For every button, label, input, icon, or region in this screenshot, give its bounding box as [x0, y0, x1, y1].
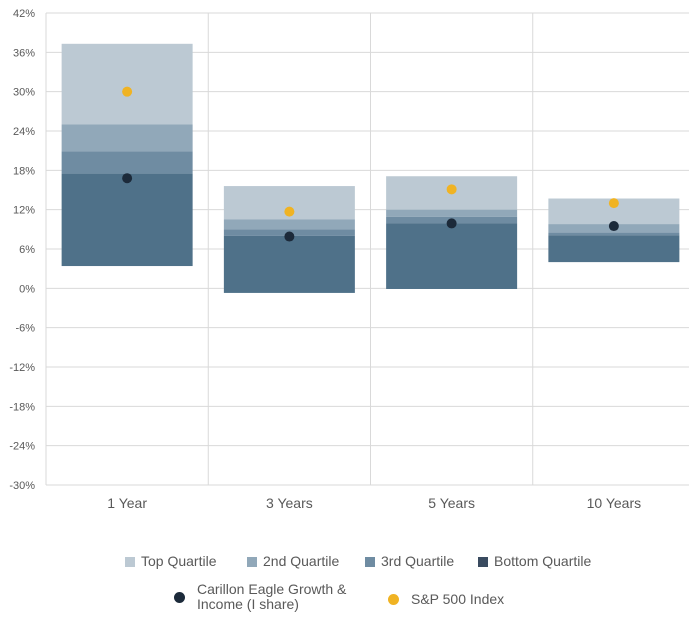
- legend-item-bottom-quartile: Bottom Quartile: [478, 554, 591, 569]
- quartile-band-1: [223, 219, 355, 230]
- index-marker: [122, 86, 133, 97]
- y-tick-label: 36%: [13, 47, 35, 59]
- legend-swatch-3rd-quartile: [365, 556, 375, 567]
- legend-label-3rd-quartile: 3rd Quartile: [381, 553, 455, 569]
- fund-marker: [608, 221, 619, 232]
- quartile-band-3: [61, 173, 193, 267]
- quartile-band-2: [61, 151, 193, 174]
- legend-item-2nd-quartile: 2nd Quartile: [247, 554, 339, 569]
- quartile-band-1: [61, 124, 193, 152]
- legend: Top Quartile 2nd Quartile 3rd Quartile B…: [0, 548, 689, 618]
- y-tick-label: 18%: [13, 165, 35, 177]
- quartile-band-3: [548, 235, 680, 263]
- y-tick-label: -30%: [9, 480, 35, 492]
- y-tick-label: 12%: [13, 205, 35, 217]
- quartile-band-2: [548, 232, 680, 236]
- y-tick-label: 6%: [19, 244, 35, 256]
- x-tick-label: 10 Years: [587, 495, 642, 511]
- fund-marker: [122, 173, 133, 184]
- index-marker: [608, 198, 619, 209]
- legend-item-index: S&P 500 Index: [388, 592, 504, 607]
- y-tick-label: -18%: [9, 401, 35, 413]
- quartile-band-3: [223, 235, 355, 293]
- legend-label-top-quartile: Top Quartile: [141, 553, 217, 569]
- x-tick-label: 5 Years: [428, 495, 475, 511]
- y-tick-label: -6%: [15, 323, 35, 335]
- legend-swatch-top-quartile: [125, 556, 135, 567]
- legend-marker-index: [388, 594, 399, 605]
- legend-marker-fund: [174, 591, 185, 603]
- quartile-band-3: [386, 223, 518, 289]
- legend-item-3rd-quartile: 3rd Quartile: [365, 554, 454, 569]
- legend-item-fund: Carillon Eagle Growth & Income (I share): [174, 582, 346, 612]
- legend-label-fund: Carillon Eagle Growth & Income (I share): [197, 581, 347, 612]
- legend-label-index: S&P 500 Index: [411, 591, 505, 607]
- y-tick-label: -24%: [9, 441, 35, 453]
- point-layer: [122, 86, 619, 242]
- legend-swatch-bottom-quartile: [478, 556, 488, 567]
- quartile-chart: 42% 36% 30% 24% 18% 12% 6% 0% -6% -12% -18% -24% -30…: [9, 8, 689, 511]
- y-tick-label: -12%: [9, 362, 35, 374]
- fund-marker: [446, 218, 457, 229]
- y-tick-label: 0%: [19, 283, 35, 295]
- x-tick-label: 1 Year: [107, 495, 147, 511]
- fund-marker: [284, 231, 295, 242]
- axis-layer: 42% 36% 30% 24% 18% 12% 6% 0% -6% -12% -18% -24% -30…: [9, 8, 641, 511]
- y-tick-label: 24%: [13, 126, 35, 138]
- quartile-band-1: [386, 209, 518, 217]
- y-tick-label: 30%: [13, 87, 35, 99]
- quartile-band-0: [61, 43, 193, 125]
- index-marker: [446, 184, 457, 195]
- y-tick-label: 42%: [13, 8, 35, 20]
- legend-item-top-quartile: Top Quartile: [125, 554, 216, 569]
- legend-label-2nd-quartile: 2nd Quartile: [263, 553, 340, 569]
- index-marker: [284, 206, 295, 217]
- legend-swatch-2nd-quartile: [247, 556, 257, 567]
- legend-label-bottom-quartile: Bottom Quartile: [494, 553, 592, 569]
- x-tick-label: 3 Years: [266, 495, 313, 511]
